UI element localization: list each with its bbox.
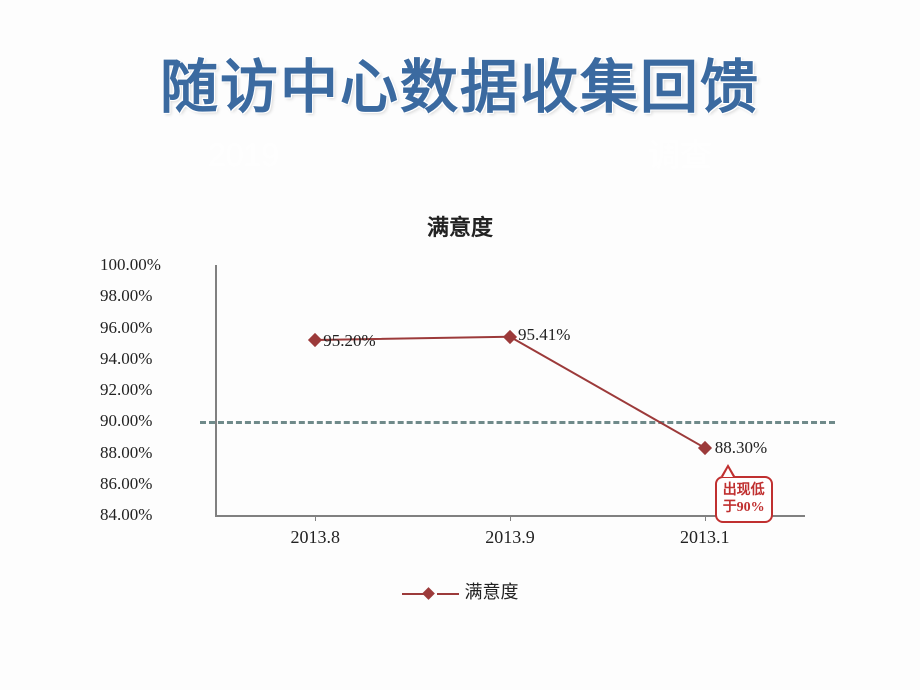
satisfaction-chart: 满意度 84.00%86.00%88.00%90.00%92.00%94.00%…	[90, 210, 830, 620]
data-label: 88.30%	[715, 438, 767, 458]
slide-title: 随访中心数据收集回馈	[0, 40, 920, 124]
chart-legend: 满意度	[90, 578, 830, 604]
callout-bubble: 出现低于90%	[715, 476, 773, 523]
legend-line-right	[437, 593, 459, 595]
data-label: 95.41%	[518, 325, 570, 345]
legend-label: 满意度	[465, 582, 519, 602]
slide-subtitle: 2019 调查	[0, 130, 920, 176]
legend-line-left	[402, 593, 424, 595]
slide: 随访中心数据收集回馈 2019 调查 满意度 84.00%86.00%88.00…	[0, 0, 920, 690]
chart-title: 满意度	[90, 210, 830, 242]
callout-tail-inner	[723, 468, 733, 477]
legend-marker-icon	[422, 588, 435, 601]
subtitle-right: 调查	[648, 137, 712, 173]
subtitle-left: 2019	[208, 137, 279, 173]
plot-area: 84.00%86.00%88.00%90.00%92.00%94.00%96.0…	[90, 250, 830, 560]
data-label: 95.20%	[323, 331, 375, 351]
